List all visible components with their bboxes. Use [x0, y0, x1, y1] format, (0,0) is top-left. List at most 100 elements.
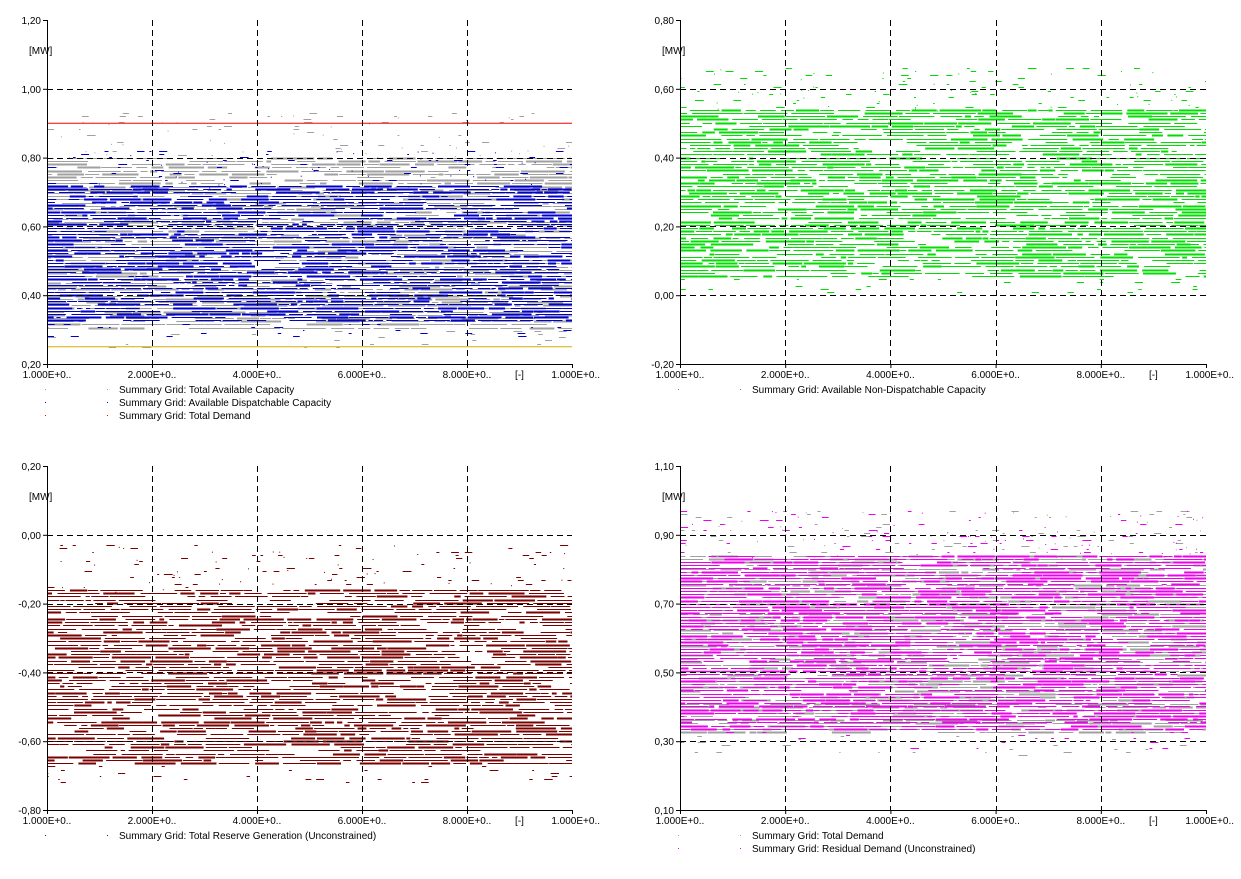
- x-axis-unit-label: [-]: [515, 370, 524, 381]
- data-point: [98, 183, 100, 185]
- data-point: [267, 168, 269, 170]
- data-point: [300, 175, 302, 177]
- data-point: [1148, 113, 1150, 115]
- data-point: [108, 124, 110, 126]
- data-point: [951, 90, 953, 92]
- data-point: [293, 133, 295, 135]
- y-tick-label: 0,20: [22, 462, 42, 473]
- data-point: [757, 92, 759, 94]
- y-tick-label: 0,20: [655, 222, 675, 233]
- data-point: [543, 145, 545, 147]
- data-point: [398, 117, 400, 119]
- data-point: [752, 93, 754, 95]
- data-point: [561, 579, 563, 581]
- data-point: [211, 551, 213, 553]
- data-point: [417, 151, 419, 153]
- data-point: [401, 147, 403, 149]
- data-point: [525, 178, 527, 180]
- data-point: [420, 183, 422, 185]
- data-point: [68, 157, 70, 159]
- data-point: [713, 73, 715, 75]
- x-tick-label: 4.000E+0..: [233, 370, 282, 381]
- data-point: [878, 101, 880, 103]
- data-point: [62, 587, 64, 589]
- data-point: [130, 155, 132, 157]
- y-tick-label: 0,80: [22, 154, 42, 165]
- legend-marker: [45, 835, 46, 836]
- data-point: [937, 110, 939, 112]
- legend-marker: [45, 415, 46, 416]
- legend-entry: Summary Grid: Available Dispatchable Cap…: [119, 398, 331, 409]
- data-point: [287, 570, 289, 572]
- x-tick-label: 4.000E+0..: [866, 370, 915, 381]
- data-point: [738, 91, 740, 93]
- chart-panel-3: -0,80 -0,60 -0,40 -0,20 0,00 0,20 [MW] 1.000E+0…: [18, 462, 600, 842]
- data-point: [1050, 73, 1052, 75]
- data-point: [173, 574, 175, 576]
- data-point: [154, 185, 156, 187]
- data-point: [122, 144, 124, 146]
- data-point: [510, 585, 512, 587]
- x-tick-label: 1.000E+0..: [23, 816, 72, 827]
- x-tick-label: 2.000E+0..: [128, 816, 177, 827]
- data-point: [1152, 72, 1154, 74]
- data-point: [780, 93, 782, 95]
- legend-marker: [107, 389, 108, 390]
- y-tick-label: -0,20: [651, 360, 674, 371]
- data-point: [351, 170, 353, 172]
- data-point: [176, 571, 178, 573]
- x-tick-label: 2.000E+0..: [761, 370, 810, 381]
- data-point: [569, 157, 571, 159]
- y-tick-label: 1,20: [22, 16, 42, 27]
- data-point: [377, 157, 379, 159]
- x-axis-unit-label: [-]: [1149, 370, 1158, 381]
- data-point: [473, 176, 475, 178]
- data-point: [916, 104, 918, 106]
- data-point: [568, 145, 570, 147]
- data-point: [438, 136, 440, 138]
- data-point: [159, 176, 161, 178]
- legend-marker: [740, 389, 741, 390]
- data-point: [828, 105, 830, 107]
- data-point: [511, 150, 513, 152]
- data-point: [283, 556, 285, 558]
- data-point: [960, 109, 962, 111]
- data-point: [251, 163, 253, 165]
- y-tick-label: 0,20: [22, 360, 42, 371]
- x-tick-label: 1.000E+0..: [23, 370, 72, 381]
- data-point: [519, 153, 521, 155]
- data-point: [181, 181, 183, 183]
- data-point: [459, 169, 461, 171]
- data-point: [367, 175, 369, 177]
- data-point: [419, 175, 421, 177]
- data-point: [353, 153, 355, 155]
- data-point: [270, 176, 272, 178]
- y-axis-label: [MW]: [29, 492, 53, 503]
- data-point: [209, 187, 211, 189]
- data-point: [60, 136, 62, 138]
- data-point: [469, 562, 471, 564]
- legend-marker: [107, 415, 108, 416]
- legend-marker: [107, 835, 108, 836]
- y-tick-label: -0,60: [18, 737, 41, 748]
- data-point: [454, 156, 456, 158]
- data-point: [123, 547, 125, 549]
- data-point: [494, 152, 496, 154]
- data-point: [394, 545, 396, 547]
- x-tick-label: 8.000E+0..: [1076, 370, 1125, 381]
- data-point: [800, 79, 802, 81]
- data-point: [417, 554, 419, 556]
- x-tick-label: 2.000E+0..: [128, 370, 177, 381]
- data-point: [161, 164, 163, 166]
- data-point: [1050, 106, 1052, 108]
- data-point: [958, 73, 960, 75]
- data-point: [262, 165, 264, 167]
- data-point: [215, 561, 217, 563]
- y-tick-label: -0,40: [18, 668, 41, 679]
- legend-marker: [45, 402, 46, 403]
- data-point: [813, 86, 815, 88]
- data-point: [224, 142, 226, 144]
- data-point: [1176, 96, 1178, 98]
- data-point: [206, 161, 208, 163]
